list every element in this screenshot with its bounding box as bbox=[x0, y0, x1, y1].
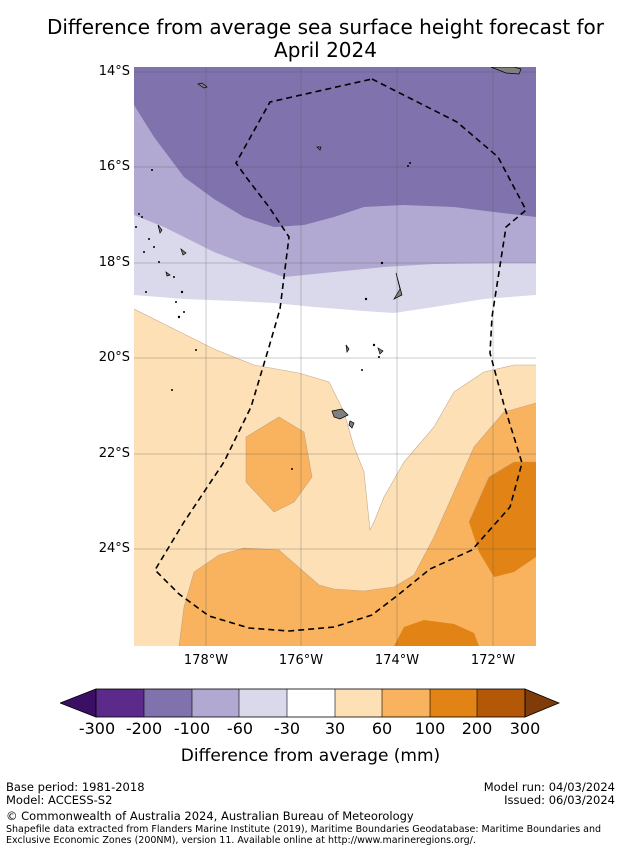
colorbar-tick-2: -200 bbox=[125, 719, 163, 738]
lat-label-16s: 16°S bbox=[98, 159, 130, 174]
footer-shapefile-line-1: Shapefile data extracted from Flanders M… bbox=[6, 824, 602, 835]
colorbar-segment-8 bbox=[430, 689, 477, 717]
colorbar-outline bbox=[95, 688, 526, 718]
chart-title-line-2: April 2024 bbox=[274, 38, 377, 62]
small-atolls bbox=[135, 162, 411, 470]
colorbar-dividers bbox=[143, 689, 478, 717]
colorbar-extend-min bbox=[60, 688, 97, 718]
contour-band-60 bbox=[179, 403, 536, 646]
lat-label-24s: 24°S bbox=[98, 541, 130, 556]
colorbar-tick-8: 100 bbox=[414, 719, 446, 738]
lat-label-20s: 20°S bbox=[98, 350, 130, 365]
footer-issued: Issued: 06/03/2024 bbox=[504, 793, 615, 807]
colorbar-tick-9: 200 bbox=[461, 719, 493, 738]
colorbar-segment-2 bbox=[144, 689, 192, 717]
colorbar bbox=[60, 688, 560, 718]
contour-band-minus100 bbox=[134, 67, 536, 227]
chart-title: Difference from average sea surface heig… bbox=[0, 16, 621, 62]
lon-label-176w: 176°W bbox=[278, 653, 324, 668]
colorbar-segment-1 bbox=[96, 689, 144, 717]
colorbar-tick-5: -30 bbox=[273, 719, 301, 738]
map-gridlines bbox=[134, 67, 536, 646]
colorbar-extend-max bbox=[524, 688, 560, 718]
footer-base-period: Base period: 1981-2018 bbox=[6, 780, 145, 794]
colorbar-segment-6 bbox=[335, 689, 382, 717]
colorbar-tick-3: -100 bbox=[173, 719, 211, 738]
eez-boundary bbox=[153, 78, 528, 632]
colorbar-segment-4 bbox=[239, 689, 287, 717]
colorbar-tick-1: -300 bbox=[78, 719, 116, 738]
contour-band-60-island bbox=[246, 417, 312, 512]
colorbar-segment-3 bbox=[192, 689, 239, 717]
lon-label-174w: 174°W bbox=[374, 653, 420, 668]
footer-model: Model: ACCESS-S2 bbox=[6, 793, 113, 807]
contour-band-100-south bbox=[394, 620, 479, 646]
lat-label-14s: 14°S bbox=[98, 64, 130, 79]
colorbar-tick-4: -60 bbox=[226, 719, 254, 738]
contour-band-100 bbox=[469, 462, 536, 577]
contour-lines bbox=[134, 308, 536, 646]
colorbar-tick-7: 60 bbox=[371, 719, 393, 738]
colorbar-tick-10: 300 bbox=[509, 719, 541, 738]
colorbar-segment-7 bbox=[382, 689, 430, 717]
land-islands bbox=[157, 67, 522, 429]
island-tonga bbox=[331, 408, 349, 420]
island-samoa bbox=[490, 67, 522, 75]
map-svg bbox=[134, 67, 536, 646]
footer-copyright: © Commonwealth of Australia 2024, Austra… bbox=[6, 809, 414, 823]
footer-shapefile-line-2: Exclusive Economic Zones (200NM), versio… bbox=[6, 835, 476, 846]
lat-label-22s: 22°S bbox=[98, 446, 130, 461]
chart-title-line-1: Difference from average sea surface heig… bbox=[46, 15, 605, 39]
colorbar-segment-5 bbox=[287, 689, 335, 717]
footer-model-run: Model run: 04/03/2024 bbox=[483, 780, 615, 794]
map-panel bbox=[134, 67, 536, 646]
lon-label-172w: 172°W bbox=[470, 653, 516, 668]
colorbar-segment-9 bbox=[477, 689, 525, 717]
lon-label-178w: 178°W bbox=[183, 653, 229, 668]
lat-label-18s: 18°S bbox=[98, 255, 130, 270]
colorbar-label: Difference from average (mm) bbox=[180, 746, 441, 766]
colorbar-tick-6: 30 bbox=[324, 719, 346, 738]
